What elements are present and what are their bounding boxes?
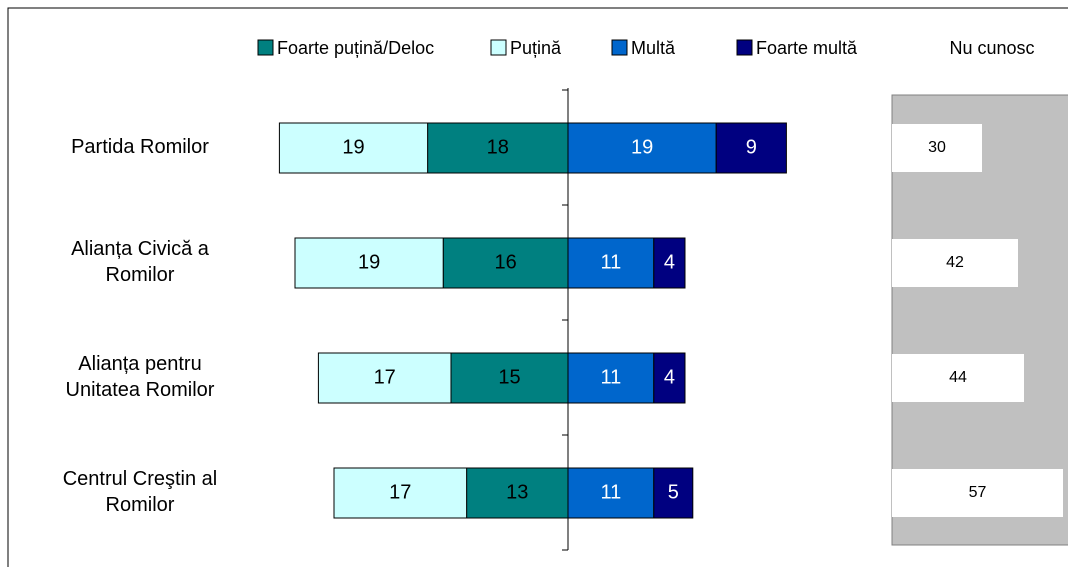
value-label: 16: [494, 251, 516, 273]
value-label: 5: [668, 481, 679, 503]
bar-segment: [653, 467, 694, 519]
value-label: 19: [358, 251, 380, 273]
dont-know-bar: [892, 239, 1018, 287]
category-label-line: Alianța pentru: [78, 353, 201, 375]
category-label-line: Centrul Creştin al: [63, 468, 218, 490]
legend-swatch: [611, 39, 628, 56]
legend-swatch: [257, 39, 274, 56]
category-label: Partida Romilor: [71, 136, 209, 158]
category-label: Centrul Creştin al Romilor: [63, 468, 218, 516]
dont-know-bar: [892, 469, 1063, 517]
legend-label: Puțină: [510, 38, 562, 58]
dont-know-label: 57: [969, 484, 987, 501]
bar-segment: [317, 352, 452, 404]
value-label: 18: [487, 136, 509, 158]
legend-swatch: [736, 39, 753, 56]
bar-segment: [567, 467, 655, 519]
category-label-line: Alianța Civică a: [71, 238, 210, 260]
category-label-line: Partida Romilor: [71, 136, 209, 158]
value-label: 17: [389, 481, 411, 503]
bar-segment: [466, 467, 569, 519]
category-label-line: Romilor: [106, 494, 175, 516]
category-label-line: Unitatea Romilor: [66, 379, 215, 401]
category-label: Alianța pentru Unitatea Romilor: [66, 353, 215, 401]
bar-segment: [715, 122, 787, 174]
dont-know-bar: [892, 124, 982, 172]
value-label: 11: [601, 481, 622, 503]
dont-know-label: 44: [949, 369, 967, 386]
value-label: 11: [601, 251, 622, 273]
bar-segment: [294, 237, 444, 289]
bar-segment: [567, 352, 655, 404]
dont-know-label: 42: [946, 254, 964, 271]
category-label: Alianța Civică a Romilor: [71, 238, 210, 286]
value-label: 17: [374, 366, 396, 388]
legend-label: Multă: [631, 38, 676, 58]
value-label: 4: [664, 366, 675, 388]
legend-swatch: [490, 39, 507, 56]
bar-segment: [567, 122, 717, 174]
bar-segment: [653, 352, 686, 404]
dont-know-bar: [892, 354, 1024, 402]
value-label: 4: [664, 251, 675, 273]
dont-know-label: 30: [928, 139, 946, 156]
bar-segment: [427, 122, 569, 174]
value-label: 13: [506, 481, 528, 503]
legend-label: Foarte multă: [756, 38, 858, 58]
value-label: 9: [746, 136, 757, 158]
dont-know-title: Nu cunosc: [949, 38, 1034, 58]
category-label-line: Romilor: [106, 264, 175, 286]
value-label: 19: [342, 136, 364, 158]
value-label: 11: [601, 366, 622, 388]
bar-segment: [333, 467, 468, 519]
value-label: 15: [498, 366, 520, 388]
bar-segment: [278, 122, 429, 174]
legend-label: Foarte puțină/Deloc: [277, 38, 434, 58]
bar-segment: [653, 237, 686, 289]
value-label: 19: [631, 136, 653, 158]
